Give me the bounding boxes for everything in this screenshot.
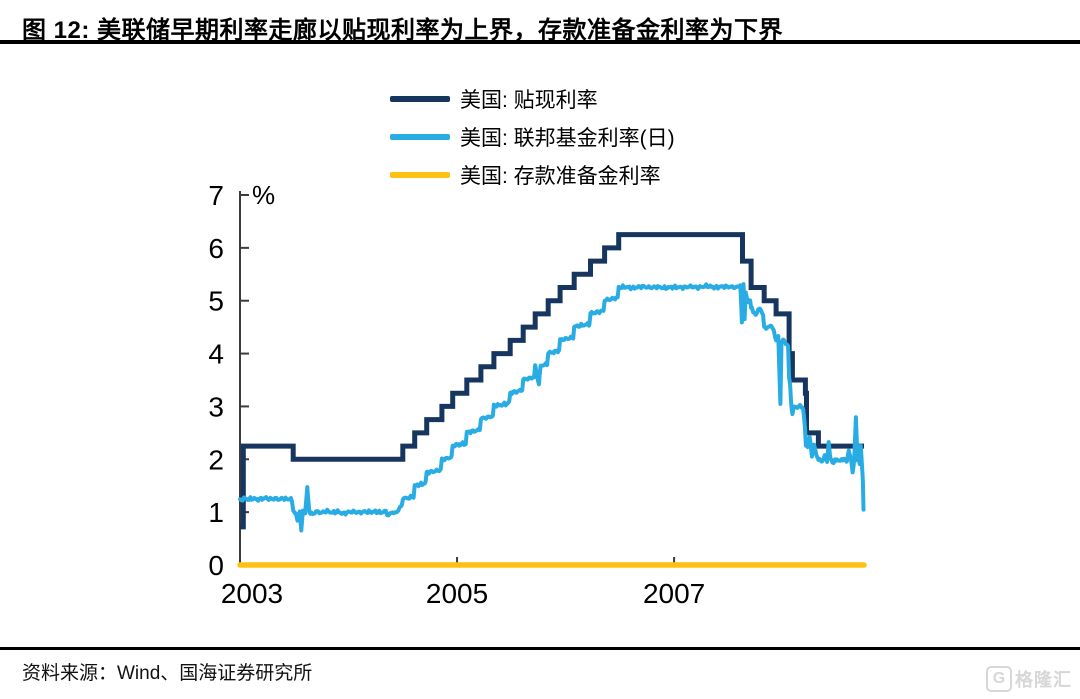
svg-text:%: %: [252, 180, 275, 210]
legend-item-reserve-deposit-rate: 美国: 存款准备金利率: [390, 156, 675, 194]
legend-label: 美国: 贴现利率: [460, 89, 598, 112]
legend-item-discount-rate: 美国: 贴现利率: [390, 80, 675, 118]
svg-text:2007: 2007: [643, 578, 705, 609]
chart-legend: 美国: 贴现利率 美国: 联邦基金利率(日) 美国: 存款准备金利率: [390, 80, 675, 194]
svg-text:2003: 2003: [221, 578, 283, 609]
title-divider: [0, 40, 1080, 44]
legend-item-fed-funds-rate: 美国: 联邦基金利率(日): [390, 118, 675, 156]
figure-title: 图 12: 美联储早期利率走廊以贴现利率为上界，存款准备金利率为下界: [22, 17, 784, 44]
svg-text:7: 7: [208, 180, 224, 211]
svg-text:5: 5: [208, 286, 224, 317]
svg-text:2: 2: [208, 444, 224, 475]
legend-label: 美国: 存款准备金利率: [460, 165, 661, 188]
rate-corridor-chart: 0 1 2 3 4 5 6 7% 2003 2005 2007: [0, 150, 1080, 640]
axes: 0 1 2 3 4 5 6 7 % 2003 2005 2007: [208, 180, 705, 609]
svg-text:4: 4: [208, 339, 224, 370]
svg-text:3: 3: [208, 391, 224, 422]
data-source-note: 资料来源：Wind、国海证券研究所: [22, 663, 313, 684]
rate-corridor-chart-canvas: 0 1 2 3 4 5 6 7 % 2003 2005 2007: [208, 180, 867, 609]
series-1: [238, 282, 866, 533]
reserve-deposit-rate-swatch-icon: [390, 172, 450, 178]
gelonghui-watermark: G 格隆汇: [986, 666, 1072, 692]
legend-label: 美国: 联邦基金利率(日): [460, 127, 675, 150]
gelonghui-logo-icon: G: [986, 666, 1012, 692]
series-0: [240, 232, 864, 530]
discount-rate-swatch-icon: [390, 96, 450, 102]
fed-funds-rate-swatch-icon: [390, 134, 450, 140]
footer-divider: [0, 647, 1080, 650]
gelonghui-logo-text: 格隆汇: [1015, 670, 1072, 690]
svg-text:6: 6: [208, 233, 224, 264]
svg-text:1: 1: [208, 497, 224, 528]
svg-text:0: 0: [208, 550, 224, 581]
svg-text:2005: 2005: [426, 578, 488, 609]
